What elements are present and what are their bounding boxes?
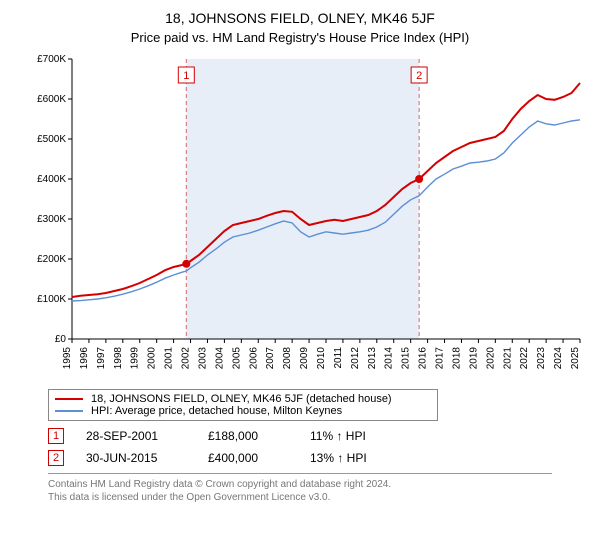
svg-text:2010: 2010 (316, 347, 327, 370)
svg-text:£0: £0 (55, 334, 67, 345)
svg-text:2008: 2008 (282, 347, 293, 370)
svg-text:£500K: £500K (37, 134, 66, 145)
svg-text:£200K: £200K (37, 254, 66, 265)
legend-box: 18, JOHNSONS FIELD, OLNEY, MK46 5JF (det… (48, 389, 438, 421)
svg-text:2007: 2007 (265, 347, 276, 370)
svg-text:2000: 2000 (147, 347, 158, 370)
svg-text:1996: 1996 (79, 347, 90, 370)
svg-text:1997: 1997 (96, 347, 107, 370)
legend-swatch (55, 410, 83, 411)
legend-label: HPI: Average price, detached house, Milt… (91, 405, 342, 417)
svg-text:£700K: £700K (37, 54, 66, 65)
footer: Contains HM Land Registry data © Crown c… (48, 478, 590, 504)
chart-container: 18, JOHNSONS FIELD, OLNEY, MK46 5JF Pric… (0, 0, 600, 560)
address-title: 18, JOHNSONS FIELD, OLNEY, MK46 5JF (10, 10, 590, 26)
svg-text:£600K: £600K (37, 94, 66, 105)
svg-text:2022: 2022 (519, 347, 530, 370)
svg-text:1: 1 (183, 70, 189, 82)
svg-text:£300K: £300K (37, 214, 66, 225)
svg-text:2016: 2016 (418, 347, 429, 370)
event-date: 30-JUN-2015 (86, 451, 186, 465)
event-hpi: 13% ↑ HPI (310, 451, 390, 465)
legend-row: 18, JOHNSONS FIELD, OLNEY, MK46 5JF (det… (55, 393, 431, 405)
svg-text:2020: 2020 (485, 347, 496, 370)
event-marker-box: 1 (48, 428, 64, 444)
svg-text:2002: 2002 (181, 347, 192, 370)
svg-text:2015: 2015 (401, 347, 412, 370)
svg-text:1999: 1999 (130, 347, 141, 370)
legend-swatch (55, 398, 83, 400)
legend-label: 18, JOHNSONS FIELD, OLNEY, MK46 5JF (det… (91, 393, 392, 405)
title-block: 18, JOHNSONS FIELD, OLNEY, MK46 5JF Pric… (10, 10, 590, 45)
svg-text:2024: 2024 (553, 347, 564, 370)
chart-subtitle: Price paid vs. HM Land Registry's House … (10, 30, 590, 45)
svg-text:1998: 1998 (113, 347, 124, 370)
event-price: £188,000 (208, 429, 288, 443)
footer-line2: This data is licensed under the Open Gov… (48, 491, 590, 504)
event-marker-box: 2 (48, 450, 64, 466)
svg-text:2004: 2004 (214, 347, 225, 370)
svg-text:2012: 2012 (350, 347, 361, 370)
svg-text:2011: 2011 (333, 347, 344, 369)
event-date: 28-SEP-2001 (86, 429, 186, 443)
event-price: £400,000 (208, 451, 288, 465)
svg-text:2009: 2009 (299, 347, 310, 370)
svg-text:2019: 2019 (468, 347, 479, 370)
svg-text:2006: 2006 (248, 347, 259, 370)
svg-text:1995: 1995 (62, 347, 73, 370)
event-table: 1 28-SEP-2001 £188,000 11% ↑ HPI 2 30-JUN-201… (48, 425, 590, 469)
divider (48, 473, 552, 474)
svg-text:2014: 2014 (384, 347, 395, 370)
svg-text:£400K: £400K (37, 174, 66, 185)
event-hpi: 11% ↑ HPI (310, 429, 390, 443)
footer-line1: Contains HM Land Registry data © Crown c… (48, 478, 590, 491)
event-row: 2 30-JUN-2015 £400,000 13% ↑ HPI (48, 447, 590, 469)
svg-text:2025: 2025 (570, 347, 581, 370)
svg-text:2013: 2013 (367, 347, 378, 370)
svg-text:2021: 2021 (502, 347, 513, 370)
svg-text:2: 2 (416, 70, 422, 82)
line-chart-svg: £0 £100K £200K £300K £400K £500K £600K £700K 199… (30, 53, 590, 383)
chart-area: £0 £100K £200K £300K £400K £500K £600K £700K 199… (30, 53, 590, 383)
svg-text:2001: 2001 (164, 347, 175, 370)
event-row: 1 28-SEP-2001 £188,000 11% ↑ HPI (48, 425, 590, 447)
svg-text:£100K: £100K (37, 294, 66, 305)
svg-text:2005: 2005 (231, 347, 242, 370)
svg-text:2023: 2023 (536, 347, 547, 370)
svg-text:2003: 2003 (197, 347, 208, 370)
svg-text:2018: 2018 (451, 347, 462, 370)
legend-row: HPI: Average price, detached house, Milt… (55, 405, 431, 417)
svg-text:2017: 2017 (435, 347, 446, 370)
